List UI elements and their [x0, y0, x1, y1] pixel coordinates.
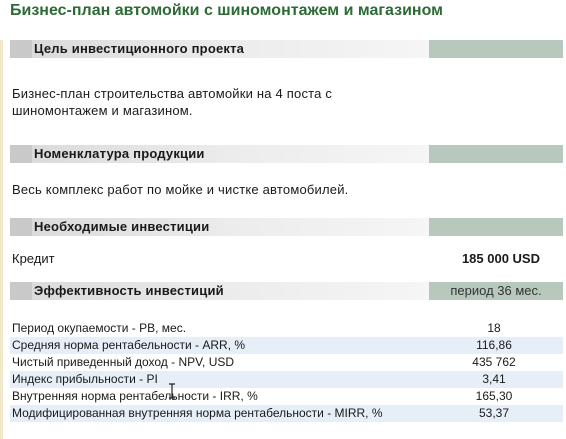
goal-text-line1: Бизнес-план строительства автомойки на 4… — [12, 86, 333, 101]
metric-name: Модифицированная внутренняя норма рентаб… — [12, 406, 383, 420]
section-heading: Номенклатура продукции — [34, 146, 205, 161]
table-row: Модифицированная внутренняя норма рентаб… — [10, 405, 563, 422]
metrics-table: Период окупаемости - PB, мес. 18 Средняя… — [10, 320, 563, 422]
metric-name: Внутренняя норма рентабельности - IRR, % — [12, 389, 258, 403]
metric-name: Индекс прибыльности - PI — [12, 372, 158, 386]
metric-name: Период окупаемости - PB, мес. — [12, 321, 187, 335]
page-title: Бизнес-план автомойки с шиномонтажем и м… — [10, 2, 443, 19]
section-header-right — [429, 145, 563, 163]
section-stripe — [10, 40, 32, 58]
section-header-efficiency: Эффективность инвестиций период 36 мес. — [10, 282, 563, 300]
metric-value: 18 — [487, 321, 501, 335]
section-header-products: Номенклатура продукции — [10, 145, 563, 163]
metric-value: 435 762 — [472, 355, 516, 369]
table-row: Чистый приведенный доход - NPV, USD 435 … — [10, 354, 563, 371]
metric-name: Средняя норма рентабельности - ARR, % — [12, 338, 246, 352]
metric-name: Чистый приведенный доход - NPV, USD — [12, 355, 235, 369]
metric-value: 165,30 — [475, 389, 513, 403]
section-header-right — [429, 40, 563, 58]
section-heading: Цель инвестиционного проекта — [34, 41, 245, 56]
credit-label: Кредит — [12, 251, 55, 266]
products-text: Весь комплекс работ по мойке и чистке ав… — [12, 182, 349, 197]
section-stripe — [10, 218, 32, 236]
table-row: Внутренняя норма рентабельности - IRR, %… — [10, 388, 563, 405]
section-header-right — [429, 218, 563, 236]
table-row: Период окупаемости - PB, мес. 18 — [10, 320, 563, 337]
credit-value: 185 000 USD — [461, 251, 540, 266]
section-stripe — [10, 145, 32, 163]
metric-value: 116,86 — [476, 338, 512, 352]
section-stripe — [10, 282, 32, 300]
text-cursor-icon — [169, 383, 175, 399]
table-row: Индекс прибыльности - PI 3,41 — [10, 371, 563, 388]
section-heading: Эффективность инвестиций — [34, 283, 224, 298]
metric-value: 3,41 — [482, 372, 506, 386]
left-border — [0, 40, 3, 439]
goal-text-line2: шиномонтажем и магазином. — [12, 103, 193, 118]
metric-value: 53,37 — [478, 406, 510, 420]
section-heading: Необходимые инвестиции — [34, 219, 210, 234]
period-label: период 36 мес. — [429, 282, 563, 300]
section-header-investment: Необходимые инвестиции — [10, 218, 563, 236]
section-header-goal: Цель инвестиционного проекта — [10, 40, 563, 58]
table-row: Средняя норма рентабельности - ARR, % 11… — [10, 337, 563, 354]
